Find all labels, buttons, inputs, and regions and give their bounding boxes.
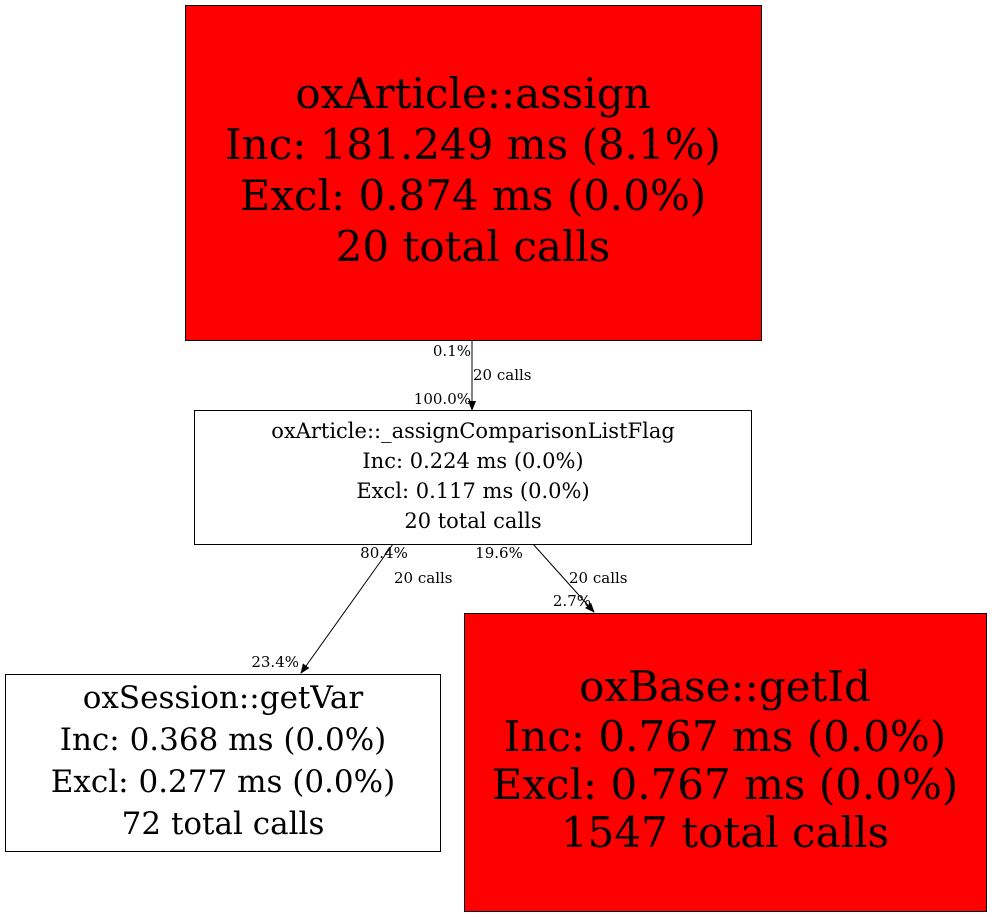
node-exclusive: Excl: 0.767 ms (0.0%) [492, 760, 959, 809]
edge-label: 20 calls [569, 569, 628, 587]
edge-head-label: 23.4% [251, 653, 299, 671]
node-calls: 72 total calls [122, 806, 325, 842]
edge-tail-label: 80.4% [360, 544, 408, 562]
node-oxarticle-assign[interactable]: oxArticle::assign Inc: 181.249 ms (8.1%)… [185, 5, 762, 341]
edge-tail-label: 0.1% [433, 342, 471, 360]
edge-label: 20 calls [473, 366, 532, 384]
node-oxbase-getid[interactable]: oxBase::getId Inc: 0.767 ms (0.0%) Excl:… [464, 613, 987, 912]
node-exclusive: Excl: 0.117 ms (0.0%) [356, 479, 589, 503]
node-inclusive: Inc: 0.368 ms (0.0%) [60, 722, 387, 758]
node-box [5, 674, 441, 852]
edge-line [532, 543, 595, 613]
edge-assign-to-flag: 0.1% 20 calls 100.0% [414, 340, 532, 411]
edge-head-label: 100.0% [414, 390, 471, 408]
node-box [464, 613, 987, 912]
edge-flag-to-getid: 19.6% 20 calls 2.7% [475, 543, 628, 613]
node-box [194, 410, 752, 545]
node-oxsession-getvar[interactable]: oxSession::getVar Inc: 0.368 ms (0.0%) E… [5, 674, 441, 852]
node-box [185, 5, 762, 341]
node-inclusive: Inc: 181.249 ms (8.1%) [225, 120, 721, 169]
node-exclusive: Excl: 0.277 ms (0.0%) [51, 764, 395, 800]
node-title: oxSession::getVar [83, 680, 364, 716]
edge-tail-label: 19.6% [475, 544, 523, 562]
node-calls: 20 total calls [336, 222, 611, 271]
edge-head-label: 2.7% [553, 592, 591, 610]
node-exclusive: Excl: 0.874 ms (0.0%) [240, 171, 707, 220]
node-title: oxArticle::assign [295, 69, 650, 118]
node-oxarticle-assigncomparisonlistflag[interactable]: oxArticle::_assignComparisonListFlag Inc… [194, 410, 752, 545]
edge-line [300, 543, 394, 674]
node-inclusive: Inc: 0.767 ms (0.0%) [504, 712, 946, 761]
edge-flag-to-getvar: 80.4% 20 calls 23.4% [251, 543, 453, 674]
node-calls: 1547 total calls [561, 808, 889, 857]
node-calls: 20 total calls [404, 509, 541, 533]
node-inclusive: Inc: 0.224 ms (0.0%) [362, 449, 583, 473]
node-title: oxArticle::_assignComparisonListFlag [271, 419, 675, 443]
node-title: oxBase::getId [579, 662, 871, 711]
edge-label: 20 calls [394, 569, 453, 587]
